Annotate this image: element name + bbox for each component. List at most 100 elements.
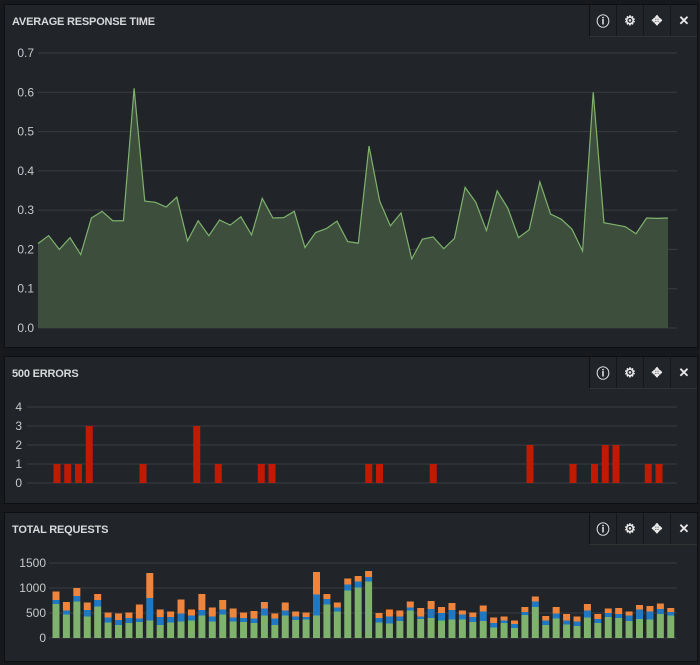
green-bar-segment	[83, 616, 91, 638]
orange-bar-segment	[115, 613, 123, 620]
orange-bar-segment	[354, 576, 362, 582]
blue-bar-segment	[438, 613, 446, 621]
move-icon: ✥	[651, 364, 663, 380]
green-bar-segment	[406, 610, 414, 638]
orange-bar-segment	[250, 611, 258, 619]
panel-total-requests: 0 500 1000 1500 TOTAL REQUESTS ⓘ ⚙ ✥ ✕	[4, 512, 698, 662]
series-line	[37, 88, 669, 261]
green-bar-segment	[354, 587, 362, 638]
orange-bar-segment	[177, 599, 185, 614]
blue-bar-segment	[229, 617, 237, 622]
orange-bar-segment	[448, 603, 456, 610]
move-button[interactable]: ✥	[643, 357, 670, 388]
gear-button[interactable]: ⚙	[616, 357, 643, 388]
blue-bar-segment	[125, 618, 133, 623]
blue-bar-segment	[375, 618, 383, 623]
orange-bar-segment	[531, 596, 539, 602]
gear-button[interactable]: ⚙	[616, 5, 643, 36]
blue-bar-segment	[198, 610, 206, 616]
panel-toolbar: ⓘ ⚙ ✥ ✕	[589, 5, 697, 37]
green-bar-segment	[583, 617, 591, 638]
blue-bar-segment	[646, 611, 654, 620]
green-bar-segment	[604, 617, 612, 638]
green-bar-segment	[104, 622, 112, 638]
y-tick-label: 1	[15, 457, 22, 471]
orange-bar-segment	[552, 607, 560, 614]
orange-bar-segment	[83, 602, 91, 610]
error-bar	[75, 464, 82, 483]
orange-bar-segment	[490, 617, 498, 623]
orange-bar-segment	[219, 600, 227, 610]
orange-bar-segment	[469, 612, 477, 617]
green-bar-segment	[563, 624, 571, 638]
blue-bar-segment	[115, 620, 123, 625]
error-bar	[193, 426, 201, 483]
green-bar-segment	[438, 620, 446, 638]
error-bar	[612, 445, 620, 483]
blue-bar-segment	[479, 611, 487, 621]
green-bar-segment	[146, 620, 154, 638]
blue-bar-segment	[333, 607, 341, 612]
green-bar-segment	[656, 614, 664, 638]
y-tick-label: 4	[15, 400, 22, 414]
error-bar	[139, 464, 147, 483]
move-button[interactable]: ✥	[643, 5, 670, 36]
area-fill	[38, 88, 668, 328]
y-tick-label: 0.2	[17, 242, 34, 256]
y-tick-label: 0.0	[17, 321, 34, 335]
y-tick-label: 1000	[19, 581, 46, 595]
requests-chart: 0 500 1000 1500	[19, 556, 677, 645]
move-button[interactable]: ✥	[643, 513, 670, 544]
green-bar-segment	[302, 619, 310, 638]
y-tick-label: 0	[39, 631, 46, 645]
blue-bar-segment	[563, 620, 571, 625]
panel-title: AVERAGE RESPONSE TIME	[12, 16, 155, 28]
y-tick-label: 0.1	[17, 282, 34, 296]
green-bar-segment	[198, 615, 206, 638]
green-bar-segment	[500, 623, 508, 638]
blue-bar-segment	[531, 601, 539, 607]
green-bar-segment	[469, 622, 477, 638]
orange-bar-segment	[187, 609, 195, 616]
panel-title: TOTAL REQUESTS	[12, 524, 109, 536]
blue-bar-segment	[656, 609, 664, 614]
errors-chart: 0 1 2 3 4	[15, 400, 677, 490]
green-bar-segment	[396, 621, 404, 638]
close-button[interactable]: ✕	[670, 357, 697, 388]
green-bar-segment	[542, 625, 550, 638]
orange-bar-segment	[271, 613, 279, 619]
gear-button[interactable]: ⚙	[616, 513, 643, 544]
green-bar-segment	[73, 601, 81, 638]
green-bar-segment	[448, 619, 456, 638]
blue-bar-segment	[667, 612, 675, 616]
error-bar	[429, 464, 437, 483]
orange-bar-segment	[167, 611, 175, 617]
info-button[interactable]: ⓘ	[590, 357, 616, 388]
close-icon: ✕	[678, 364, 690, 380]
orange-bar-segment	[135, 604, 143, 619]
panel-average-response-time: 0.0 0.1 0.2 0.3 0.4 0.5 0.6 0.7 AVERAGE RESPONS…	[4, 4, 698, 348]
orange-bar-segment	[479, 605, 487, 612]
error-bar	[214, 464, 222, 483]
orange-bar-segment	[313, 572, 320, 595]
orange-bar-segment	[563, 614, 571, 621]
info-button[interactable]: ⓘ	[590, 513, 616, 544]
blue-bar-segment	[396, 616, 404, 621]
close-icon: ✕	[678, 520, 690, 536]
info-button[interactable]: ⓘ	[590, 5, 616, 36]
blue-bar-segment	[83, 610, 91, 617]
response-time-chart: 0.0 0.1 0.2 0.3 0.4 0.5 0.6 0.7	[17, 46, 677, 335]
orange-bar-segment	[104, 612, 112, 618]
orange-bar-segment	[458, 610, 466, 615]
orange-bar-segment	[594, 614, 602, 619]
close-button[interactable]: ✕	[670, 5, 697, 36]
orange-bar-segment	[542, 616, 550, 621]
blue-bar-segment	[365, 577, 373, 582]
y-tick-label: 500	[26, 606, 46, 620]
orange-bar-segment	[521, 607, 529, 612]
green-bar-segment	[167, 622, 175, 638]
orange-bar-segment	[260, 602, 268, 609]
close-button[interactable]: ✕	[670, 513, 697, 544]
green-bar-segment	[615, 618, 623, 638]
green-bar-segment	[271, 625, 279, 638]
